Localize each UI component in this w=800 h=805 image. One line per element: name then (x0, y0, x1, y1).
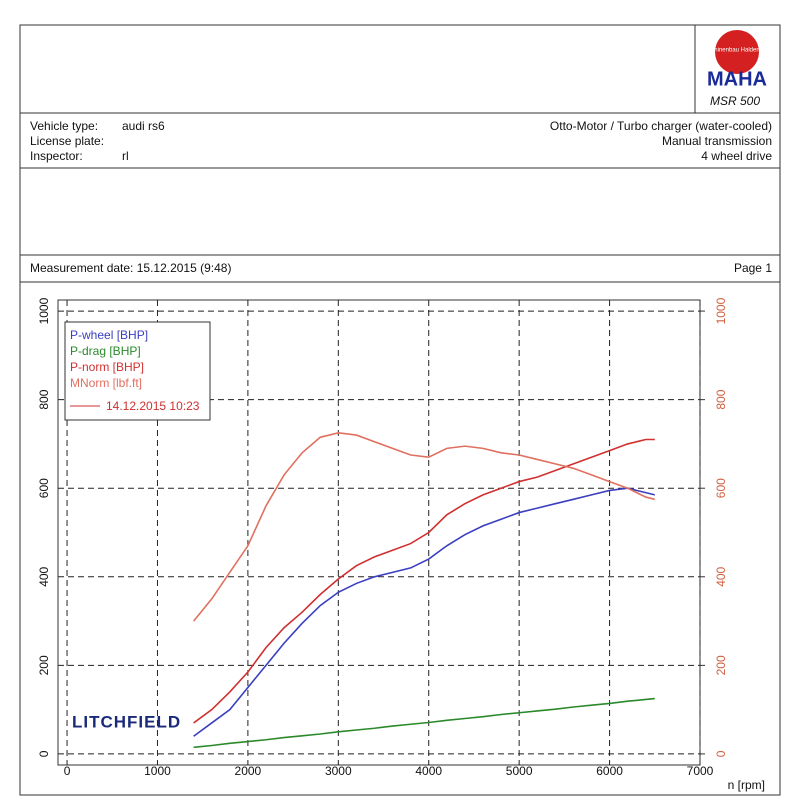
measurement-date: Measurement date: 15.12.2015 (9:48) (30, 261, 231, 275)
y-tick-label: 600 (37, 478, 51, 498)
logo-brand: MAHA (707, 68, 767, 90)
y2-tick-label: 0 (714, 750, 728, 757)
x-tick-label: 2000 (235, 764, 262, 778)
legend-entry: P-drag [BHP] (70, 344, 141, 358)
engine-info: Otto-Motor / Turbo charger (water-cooled… (550, 119, 772, 133)
legend (64, 321, 211, 421)
series-line (193, 697, 655, 749)
info-label: License plate: (30, 134, 104, 148)
y2-tick-label: 1000 (714, 297, 728, 324)
logo-badge (715, 30, 759, 74)
x-axis-label: n [rpm] (728, 778, 765, 792)
y-tick-label: 200 (37, 655, 51, 675)
y2-tick-label: 200 (714, 655, 728, 675)
x-tick-label: 3000 (325, 764, 352, 778)
series-line (193, 432, 655, 622)
y-tick-label: 1000 (37, 297, 51, 324)
logo-model: MSR 500 (710, 94, 760, 108)
info-value: audi rs6 (122, 119, 165, 133)
info-label: Vehicle type: (30, 119, 98, 133)
legend-entry: P-wheel [BHP] (70, 328, 148, 342)
page-number: Page 1 (734, 261, 772, 275)
x-tick-label: 1000 (144, 764, 171, 778)
info-label: Inspector: (30, 149, 83, 163)
x-tick-label: 6000 (596, 764, 623, 778)
logo-ring: Maschinenbau Haldenwang (700, 48, 774, 54)
y2-tick-label: 600 (714, 478, 728, 498)
x-tick-label: 4000 (415, 764, 442, 778)
page-frame (19, 24, 781, 796)
series-line (193, 487, 655, 737)
y-tick-label: 400 (37, 566, 51, 586)
watermark: LITCHFIELD (72, 712, 181, 731)
legend-entry: P-norm [BHP] (70, 360, 144, 374)
engine-info: Manual transmission (662, 134, 772, 148)
info-value: rl (122, 149, 129, 163)
y2-tick-label: 400 (714, 566, 728, 586)
y-tick-label: 0 (37, 750, 51, 757)
series-line (193, 438, 655, 724)
legend-run: 14.12.2015 10:23 (106, 399, 200, 413)
y-tick-label: 800 (37, 389, 51, 409)
x-tick-label: 7000 (687, 764, 714, 778)
legend-entry: MNorm [lbf.ft] (70, 376, 142, 390)
y2-tick-label: 800 (714, 389, 728, 409)
engine-info: 4 wheel drive (701, 149, 772, 163)
x-tick-label: 5000 (506, 764, 533, 778)
x-tick-label: 0 (64, 764, 71, 778)
